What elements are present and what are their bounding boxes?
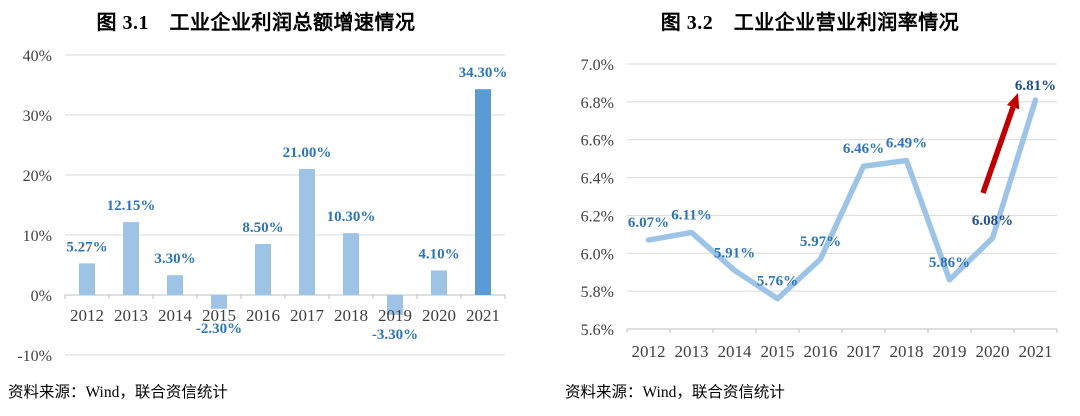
x-tick-label: 2019 bbox=[378, 306, 412, 325]
point-value-label: 5.91% bbox=[714, 245, 755, 261]
x-tick-label: 2019 bbox=[933, 342, 967, 361]
point-value-label: 6.11% bbox=[671, 207, 711, 223]
figure-3-1-title: 图 3.1 工业企业利润总额增速情况 bbox=[96, 12, 416, 34]
trend-arrow-shaft bbox=[980, 106, 1016, 194]
x-tick-label: 2017 bbox=[847, 342, 882, 361]
x-tick-label: 2020 bbox=[976, 342, 1010, 361]
point-value-label: 5.86% bbox=[929, 255, 970, 271]
x-tick-label: 2012 bbox=[632, 342, 666, 361]
bar-2020 bbox=[431, 270, 447, 295]
y-tick-label: -10% bbox=[17, 348, 52, 365]
x-tick-label: 2014 bbox=[718, 342, 753, 361]
bar-2014 bbox=[167, 275, 183, 295]
bar-2017 bbox=[299, 169, 315, 295]
bar-value-label: 4.10% bbox=[418, 246, 459, 262]
x-tick-label: 2016 bbox=[246, 306, 280, 325]
bar-value-label: 12.15% bbox=[107, 198, 156, 214]
figure-3-2-title: 图 3.2 工业企业营业利润率情况 bbox=[660, 12, 960, 34]
y-tick-label: 5.6% bbox=[581, 322, 614, 339]
bar-value-label: 34.30% bbox=[459, 65, 508, 81]
y-tick-label: 7.0% bbox=[581, 57, 614, 74]
y-tick-label: 40% bbox=[23, 48, 52, 65]
y-tick-label: 5.8% bbox=[581, 284, 614, 301]
y-tick-label: 20% bbox=[23, 168, 52, 185]
point-value-label: 6.49% bbox=[886, 136, 927, 152]
bar-2013 bbox=[123, 222, 139, 295]
point-value-label: 6.81% bbox=[1015, 78, 1056, 94]
x-tick-label: 2016 bbox=[804, 342, 838, 361]
x-tick-label: 2018 bbox=[890, 342, 924, 361]
x-tick-label: 2021 bbox=[466, 306, 500, 325]
x-tick-label: 2013 bbox=[675, 342, 709, 361]
y-tick-label: 30% bbox=[23, 108, 52, 125]
figure-3-2-profit-margin-chart: 图 3.2 工业企业营业利润率情况 7.0% 6.8% 6.6% 6.4% 6.2% 6.… bbox=[540, 0, 1080, 416]
bar-2016 bbox=[255, 244, 271, 295]
y-tick-label: 6.0% bbox=[581, 246, 614, 263]
x-tick-label: 2017 bbox=[290, 306, 325, 325]
y-tick-label: 6.8% bbox=[581, 95, 614, 112]
bar-value-label: -2.30% bbox=[196, 321, 242, 337]
x-tick-label: 2020 bbox=[422, 306, 456, 325]
line-chart-svg: 7.0% 6.8% 6.6% 6.4% 6.2% 6.0% 5.8% 5.6% 6.07% 201… bbox=[581, 57, 1058, 361]
bar-2021 bbox=[475, 89, 491, 295]
x-tick-label: 2021 bbox=[1019, 342, 1053, 361]
bar-2018 bbox=[343, 233, 359, 295]
figure-3-1-profit-growth-chart: 图 3.1 工业企业利润总额增速情况 40% 30% 20% 10% 0% -10% 5.2… bbox=[8, 12, 508, 401]
x-tick-label: 2015 bbox=[202, 306, 236, 325]
point-value-label: 5.97% bbox=[800, 234, 841, 250]
y-tick-label: 6.4% bbox=[581, 171, 614, 188]
x-tick-label: 2012 bbox=[70, 306, 104, 325]
y-tick-label: 6.6% bbox=[581, 133, 614, 150]
x-tick-label: 2015 bbox=[761, 342, 795, 361]
point-value-label: 5.76% bbox=[757, 274, 798, 290]
bar-2015 bbox=[211, 295, 227, 309]
trend-line bbox=[645, 97, 1039, 302]
bar-value-label: 8.50% bbox=[242, 220, 283, 236]
bar-value-label: 5.27% bbox=[66, 239, 107, 255]
figure-3-2-source: 资料来源：Wind，联合资信统计 bbox=[565, 384, 785, 401]
x-tick-label: 2013 bbox=[114, 306, 148, 325]
trend-arrow-head bbox=[1006, 93, 1020, 110]
bar-value-label: 10.30% bbox=[327, 209, 376, 225]
y-tick-label: 0% bbox=[31, 288, 52, 305]
y-tick-label: 6.2% bbox=[581, 208, 614, 225]
y-tick-label: 10% bbox=[23, 228, 52, 245]
bar-2019 bbox=[387, 295, 403, 315]
x-tick-label: 2018 bbox=[334, 306, 368, 325]
x-tick-label: 2014 bbox=[158, 306, 193, 325]
point-value-label: 6.46% bbox=[843, 141, 884, 157]
bar-value-label: 21.00% bbox=[283, 145, 332, 161]
bar-value-label: 3.30% bbox=[154, 251, 195, 267]
figure-3-1-source: 资料来源：Wind，联合资信统计 bbox=[8, 384, 228, 401]
bar-chart-svg: 40% 30% 20% 10% 0% -10% 5.27% 2012 12.15% 2013 3.3… bbox=[17, 48, 508, 365]
point-value-label: 6.08% bbox=[972, 213, 1013, 229]
bar-2012 bbox=[79, 263, 95, 295]
point-value-label: 6.07% bbox=[628, 215, 669, 231]
bar-value-label: -3.30% bbox=[372, 327, 418, 343]
